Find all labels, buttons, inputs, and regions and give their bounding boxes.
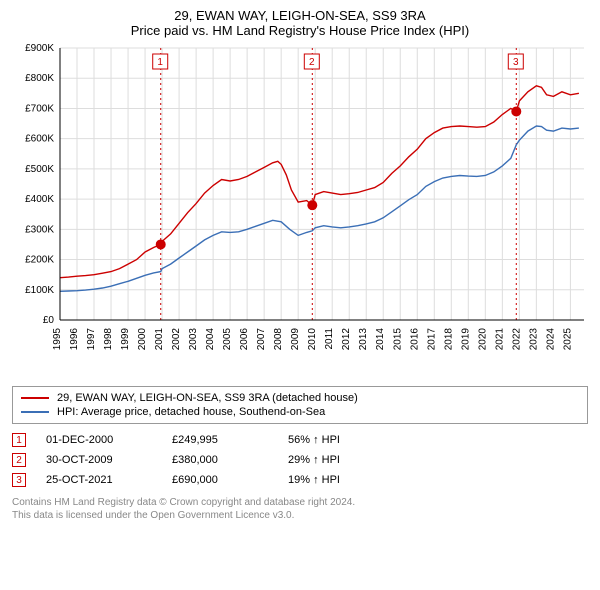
sale-price: £690,000 xyxy=(172,474,282,486)
svg-text:£700K: £700K xyxy=(25,103,54,114)
svg-text:1999: 1999 xyxy=(120,328,131,351)
svg-text:2013: 2013 xyxy=(358,328,369,351)
sale-hpi: 29% ↑ HPI xyxy=(288,454,340,466)
sale-price: £380,000 xyxy=(172,454,282,466)
svg-text:2001: 2001 xyxy=(154,328,165,351)
svg-text:£600K: £600K xyxy=(25,134,54,145)
legend-swatch xyxy=(21,411,49,413)
svg-text:2018: 2018 xyxy=(443,328,454,351)
svg-text:2020: 2020 xyxy=(477,328,488,351)
chart-title: 29, EWAN WAY, LEIGH-ON-SEA, SS9 3RA xyxy=(12,8,588,23)
chart: £0 £100K £200K £300K £400K £500K £600K £700K £80… xyxy=(12,42,588,382)
svg-text:2006: 2006 xyxy=(239,328,250,351)
svg-text:2025: 2025 xyxy=(562,328,573,351)
svg-text:2017: 2017 xyxy=(426,328,437,351)
sale-marker: 3 xyxy=(12,473,26,487)
svg-text:£500K: £500K xyxy=(25,164,54,175)
svg-text:2024: 2024 xyxy=(545,328,556,351)
svg-text:1997: 1997 xyxy=(86,328,97,351)
svg-text:2009: 2009 xyxy=(290,328,301,351)
svg-text:2000: 2000 xyxy=(137,328,148,351)
sales-table: 1 01-DEC-2000 £249,995 56% ↑ HPI 2 30-OCT-200… xyxy=(12,430,588,490)
legend-label: HPI: Average price, detached house, Sout… xyxy=(57,406,325,418)
svg-text:2004: 2004 xyxy=(205,328,216,351)
legend-item: HPI: Average price, detached house, Sout… xyxy=(21,405,579,419)
svg-text:2007: 2007 xyxy=(256,328,267,351)
legend-swatch xyxy=(21,397,49,399)
sale-date: 25-OCT-2021 xyxy=(46,474,166,486)
svg-text:£200K: £200K xyxy=(25,255,54,266)
svg-text:2016: 2016 xyxy=(409,328,420,351)
sale-date: 01-DEC-2000 xyxy=(46,434,166,446)
svg-text:2005: 2005 xyxy=(222,328,233,351)
chart-svg: £0 £100K £200K £300K £400K £500K £600K £700K £80… xyxy=(12,42,588,382)
svg-text:1998: 1998 xyxy=(103,328,114,351)
svg-text:1996: 1996 xyxy=(69,328,80,351)
sale-marker: 1 xyxy=(12,433,26,447)
svg-text:2015: 2015 xyxy=(392,328,403,351)
legend-label: 29, EWAN WAY, LEIGH-ON-SEA, SS9 3RA (det… xyxy=(57,392,358,404)
svg-text:3: 3 xyxy=(513,57,519,68)
sale-price: £249,995 xyxy=(172,434,282,446)
svg-text:2011: 2011 xyxy=(324,328,335,350)
legend: 29, EWAN WAY, LEIGH-ON-SEA, SS9 3RA (det… xyxy=(12,386,588,424)
svg-text:2010: 2010 xyxy=(307,328,318,351)
svg-text:2022: 2022 xyxy=(511,328,522,351)
svg-text:1: 1 xyxy=(157,57,163,68)
page-container: 29, EWAN WAY, LEIGH-ON-SEA, SS9 3RA Pric… xyxy=(0,0,600,526)
svg-text:2008: 2008 xyxy=(273,328,284,351)
svg-text:2021: 2021 xyxy=(494,328,505,351)
svg-text:£400K: £400K xyxy=(25,194,54,205)
sale-row: 3 25-OCT-2021 £690,000 19% ↑ HPI xyxy=(12,470,588,490)
svg-text:£100K: £100K xyxy=(25,285,54,296)
footer-line-2: This data is licensed under the Open Gov… xyxy=(12,509,588,522)
sale-row: 2 30-OCT-2009 £380,000 29% ↑ HPI xyxy=(12,450,588,470)
svg-text:£800K: £800K xyxy=(25,73,54,84)
svg-text:2003: 2003 xyxy=(188,328,199,351)
svg-text:2: 2 xyxy=(309,57,315,68)
sale-date: 30-OCT-2009 xyxy=(46,454,166,466)
sale-hpi: 19% ↑ HPI xyxy=(288,474,340,486)
svg-text:£0: £0 xyxy=(43,315,55,326)
svg-text:2023: 2023 xyxy=(528,328,539,351)
sale-hpi: 56% ↑ HPI xyxy=(288,434,340,446)
title-block: 29, EWAN WAY, LEIGH-ON-SEA, SS9 3RA Pric… xyxy=(12,8,588,38)
footer: Contains HM Land Registry data © Crown c… xyxy=(12,496,588,522)
svg-text:2019: 2019 xyxy=(460,328,471,351)
legend-item: 29, EWAN WAY, LEIGH-ON-SEA, SS9 3RA (det… xyxy=(21,391,579,405)
svg-text:2002: 2002 xyxy=(171,328,182,351)
svg-text:2014: 2014 xyxy=(375,328,386,351)
sale-marker: 2 xyxy=(12,453,26,467)
svg-text:£300K: £300K xyxy=(25,224,54,235)
svg-text:1995: 1995 xyxy=(52,328,63,351)
footer-line-1: Contains HM Land Registry data © Crown c… xyxy=(12,496,588,509)
chart-subtitle: Price paid vs. HM Land Registry's House … xyxy=(12,23,588,38)
sale-row: 1 01-DEC-2000 £249,995 56% ↑ HPI xyxy=(12,430,588,450)
svg-text:2012: 2012 xyxy=(341,328,352,351)
svg-text:£900K: £900K xyxy=(25,43,54,54)
